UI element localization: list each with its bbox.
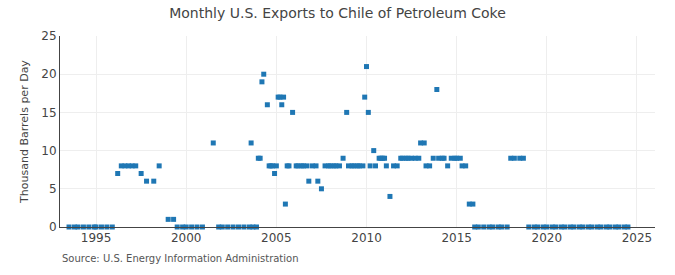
- svg-text:1995: 1995: [81, 231, 112, 245]
- svg-text:Monthly U.S. Exports to Chile: Monthly U.S. Exports to Chile of Petrole…: [169, 5, 506, 21]
- svg-text:25: 25: [41, 29, 56, 43]
- svg-text:15: 15: [41, 106, 56, 120]
- svg-text:2020: 2020: [532, 231, 563, 245]
- svg-text:2000: 2000: [171, 231, 202, 245]
- svg-text:Thousand Barrels per Day: Thousand Barrels per Day: [18, 60, 31, 204]
- svg-text:20: 20: [41, 67, 56, 81]
- svg-text:10: 10: [41, 144, 56, 158]
- svg-text:5: 5: [49, 182, 57, 196]
- svg-text:2015: 2015: [441, 231, 472, 245]
- svg-text:Source: U.S. Energy Informatio: Source: U.S. Energy Information Administ…: [62, 253, 299, 264]
- svg-text:2005: 2005: [261, 231, 292, 245]
- svg-text:2010: 2010: [351, 231, 382, 245]
- svg-text:2025: 2025: [622, 231, 653, 245]
- svg-text:0: 0: [49, 220, 57, 234]
